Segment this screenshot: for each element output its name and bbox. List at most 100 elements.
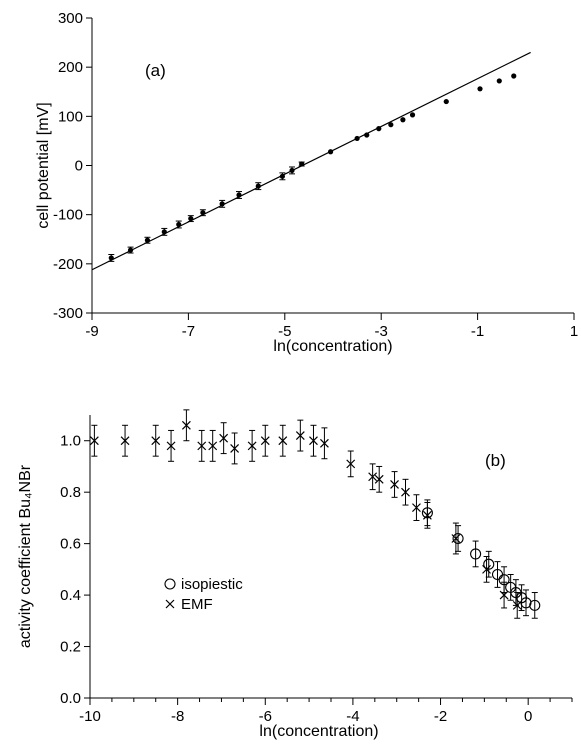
error-bar (507, 574, 514, 601)
isopiestic-point (452, 532, 464, 545)
emf-point (368, 472, 378, 482)
error-bar (494, 561, 501, 588)
data-point (219, 201, 225, 207)
y-tick-label: 0.4 (60, 587, 81, 604)
x-tick-label: -9 (85, 323, 98, 340)
x-tick-label: -4 (346, 708, 359, 725)
x-tick-label: -1 (471, 323, 484, 340)
y-tick-label: 200 (58, 59, 83, 76)
emf-point (320, 438, 329, 448)
legend-label: isopiestic (181, 576, 243, 593)
x-tick-label: -10 (79, 708, 101, 725)
y-tick-label: 100 (58, 108, 83, 125)
emf-point (278, 436, 288, 446)
data-point (496, 78, 502, 84)
emf-point (412, 503, 421, 513)
emf-point (120, 436, 130, 446)
data-point (511, 73, 517, 79)
emf-point (166, 441, 176, 451)
isopiestic-point (529, 599, 541, 611)
y-tick-label: 0 (75, 158, 83, 175)
error-bar (472, 540, 479, 568)
legend-label: EMF (181, 596, 213, 613)
error-bar (518, 584, 525, 612)
isopiestic-point (483, 558, 495, 570)
emf-point (309, 436, 318, 446)
data-point (388, 122, 394, 128)
emf-point (219, 433, 229, 443)
y-tick-label: 300 (58, 10, 83, 27)
emf-point (230, 444, 240, 453)
data-point (161, 229, 167, 235)
panel-label: (b) (485, 451, 506, 470)
data-point (200, 210, 206, 216)
data-point (409, 112, 416, 118)
panel-label: (a) (145, 61, 166, 80)
data-point (289, 167, 295, 174)
emf-point (482, 564, 491, 574)
legend-x-icon (165, 599, 175, 609)
x-axis-label: ln(concentration) (259, 723, 378, 740)
y-tick-label: -100 (53, 207, 83, 224)
data-point (327, 149, 334, 155)
data-point (279, 173, 285, 179)
emf-point (151, 436, 161, 446)
error-bar (522, 589, 529, 617)
emf-point (89, 436, 99, 446)
x-tick-label: 0 (524, 708, 532, 725)
x-tick-label: -7 (182, 323, 195, 340)
data-point (299, 161, 305, 167)
error-bar (531, 592, 538, 619)
x-tick-label: -5 (278, 323, 291, 340)
x-axis-label: ln(concentration) (273, 338, 392, 355)
x-tick-label: -8 (171, 708, 184, 725)
legend: isopiestic EMF (164, 576, 243, 613)
data-point (144, 237, 151, 243)
data-point (127, 247, 134, 253)
panel-a-chart: -300 -200 -100 0 100 200 300 -9 -7 -5 -3 -1 1 ln(conc… (35, 10, 578, 355)
x-tick-label: -2 (434, 708, 447, 725)
data-point (364, 132, 370, 138)
emf-point (422, 510, 432, 520)
y-tick-label: 0.6 (60, 536, 81, 553)
data-point (188, 216, 194, 222)
data-point (443, 98, 449, 105)
data-point (477, 86, 483, 92)
emf-point (181, 420, 191, 430)
x-tick-label: 1 (570, 323, 578, 340)
data-point (176, 221, 182, 228)
emf-point (260, 436, 270, 446)
y-axis-label: cell potential [mV] (35, 102, 52, 228)
y-tick-label: 0.2 (60, 639, 81, 656)
emf-point (247, 441, 257, 451)
isopiestic-point (470, 548, 482, 560)
data-point (400, 117, 406, 123)
y-axis-label: activity coefficient Bu₄NBr (17, 464, 34, 648)
emf-point (197, 441, 207, 451)
y-tick-label: 1.0 (60, 433, 81, 450)
emf-point (346, 459, 356, 469)
emf-point (401, 487, 410, 497)
data-point (108, 255, 114, 261)
data-point (236, 192, 242, 198)
y-tick-label: 0.8 (60, 484, 81, 501)
emf-point (390, 480, 399, 489)
emf-point (451, 534, 461, 543)
emf-point (208, 441, 218, 451)
y-tick-label: -300 (53, 305, 83, 322)
y-tick-label: -200 (53, 256, 83, 273)
emf-point (512, 600, 522, 610)
fit-line (91, 51, 531, 271)
data-point (376, 126, 382, 132)
panel-b-chart: 0.0 0.2 0.4 0.6 0.8 1.0 -10 -8 -6 -4 -2 0 ln(concent… (17, 409, 573, 740)
x-tick-label: -6 (259, 708, 272, 725)
emf-point (499, 590, 509, 600)
x-tick-label: -3 (375, 323, 388, 340)
y-tick-label: 0.0 (60, 690, 81, 707)
emf-point (374, 474, 384, 484)
data-point (255, 183, 261, 189)
emf-point (295, 431, 305, 441)
data-point (354, 135, 360, 142)
legend-circle-icon (164, 578, 176, 590)
